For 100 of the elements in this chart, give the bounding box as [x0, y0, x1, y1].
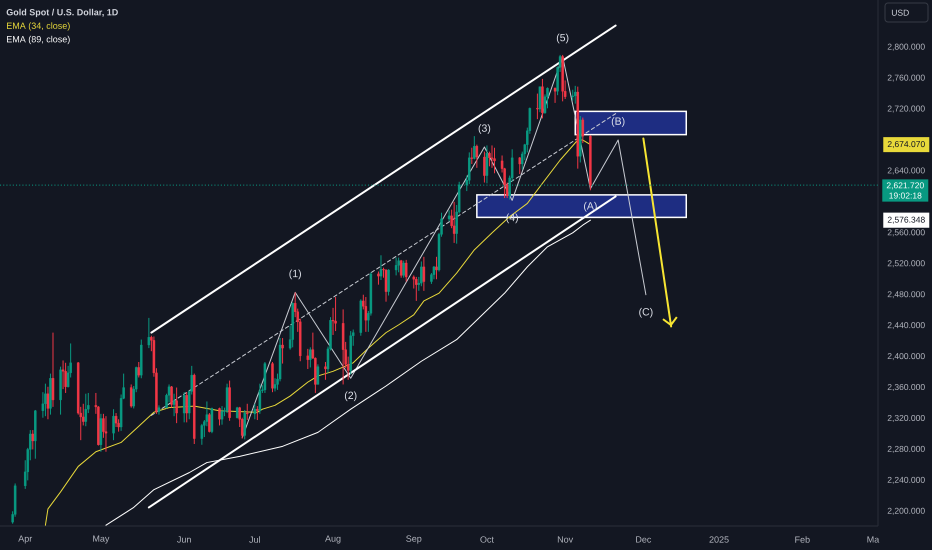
annotation: (B): [612, 117, 624, 127]
y-tick-label: 2,760.000: [888, 74, 925, 82]
x-tick-label: Jul: [249, 536, 260, 543]
x-tick-label: Ma: [867, 536, 880, 543]
annotation: (C): [639, 308, 653, 318]
candlestick: [218, 407, 221, 426]
candlestick: [400, 259, 402, 278]
candlestick: [32, 430, 34, 450]
annotation: (3): [478, 124, 490, 134]
y-tick-label: 2,640.000: [888, 167, 925, 174]
candlestick: [538, 86, 542, 113]
candlestick: [246, 403, 249, 421]
candlestick: [62, 360, 64, 390]
candlestick: [364, 296, 368, 332]
candlestick: [493, 147, 496, 174]
x-tick-label: May: [93, 535, 110, 544]
candlestick: [483, 151, 486, 184]
y-tick-label: 2,720.000: [888, 106, 925, 113]
candlestick: [64, 362, 67, 394]
x-tick-label: Feb: [795, 536, 810, 543]
candlestick: [470, 147, 474, 164]
candlestick: [138, 362, 140, 378]
candlestick: [243, 409, 246, 440]
candlestick: [254, 403, 256, 420]
y-tick-label: 2,520.000: [888, 260, 925, 268]
y-tick-label: 2,400.000: [888, 353, 925, 360]
x-tick-label: 2025: [710, 536, 729, 543]
y-tick-label: 2,320.000: [888, 414, 925, 422]
candlestick: [236, 406, 238, 419]
candlestick: [185, 392, 188, 423]
candlestick: [114, 412, 118, 428]
x-tick-label: Oct: [480, 536, 494, 543]
y-tick-label: 2,200.000: [888, 508, 925, 515]
candlestick: [220, 406, 224, 426]
y-tick-label: 2,800.000: [888, 44, 925, 51]
annotation: (2): [344, 391, 356, 402]
candlestick: [394, 257, 398, 276]
candlestick: [324, 362, 327, 380]
x-tick-label: Aug: [325, 535, 340, 544]
y-tick-label: 2,440.000: [888, 322, 925, 330]
candlestick: [306, 348, 310, 370]
candlestick: [175, 387, 178, 424]
y-axis-title: USD: [892, 10, 909, 16]
candlestick: [554, 86, 556, 104]
candlestick: [172, 393, 176, 417]
candlestick: [182, 392, 186, 423]
candlestick: [404, 259, 408, 282]
candlestick: [476, 144, 478, 168]
candlestick: [518, 156, 521, 175]
candlestick: [473, 136, 476, 160]
candlestick: [384, 268, 388, 302]
y-tick-label: 2,576.348: [888, 216, 925, 224]
candlestick: [208, 412, 211, 433]
candlestick: [84, 393, 88, 427]
text: EMA (89, close): [7, 36, 70, 44]
candlestick: [281, 338, 284, 364]
candlestick: [397, 257, 400, 273]
x-tick-label: Apr: [18, 535, 32, 544]
candlestick: [334, 296, 337, 332]
candlestick: [448, 210, 450, 222]
annotation: (A): [584, 202, 597, 212]
x-tick-label: Sep: [406, 535, 422, 544]
y-tick-label: 2,480.000: [888, 291, 925, 298]
candlestick: [380, 254, 382, 281]
candlestick: [44, 383, 47, 417]
candlestick: [148, 317, 150, 349]
candlestick: [309, 346, 312, 368]
candlestick: [435, 256, 438, 280]
annotation: (1): [289, 270, 301, 280]
ref-line-label: 2,621.720: [886, 182, 924, 190]
candlestick: [226, 383, 228, 414]
candlestick: [415, 276, 418, 302]
candlestick: [432, 266, 436, 280]
y-tick-label: 2,360.000: [888, 384, 925, 392]
candlestick: [452, 201, 456, 244]
y-tick-label: 2,280.000: [888, 446, 925, 453]
text: 19:02:18: [889, 192, 922, 199]
candlestick: [274, 378, 276, 392]
candlestick: [316, 364, 320, 385]
candlestick: [402, 260, 405, 278]
candlestick: [377, 271, 380, 286]
x-tick-label: Dec: [636, 536, 652, 543]
candlestick: [112, 408, 115, 441]
candlestick: [46, 386, 50, 420]
text: Gold Spot / U.S. Dollar, 1D: [6, 8, 118, 18]
candlestick: [536, 93, 539, 120]
candlestick: [420, 260, 423, 287]
text: EMA (34, close): [7, 22, 70, 31]
x-tick-label: Jun: [177, 536, 191, 543]
candlestick: [422, 256, 426, 292]
candlestick: [258, 383, 262, 414]
candlestick: [158, 404, 160, 416]
candlestick: [571, 89, 574, 102]
candlestick: [256, 406, 259, 421]
candlestick: [130, 384, 132, 408]
y-tick-label: 2,560.000: [888, 229, 925, 236]
annotation: (5): [556, 34, 568, 44]
candlestick: [387, 268, 390, 296]
candlestick: [200, 423, 204, 446]
candlestick: [170, 385, 173, 408]
